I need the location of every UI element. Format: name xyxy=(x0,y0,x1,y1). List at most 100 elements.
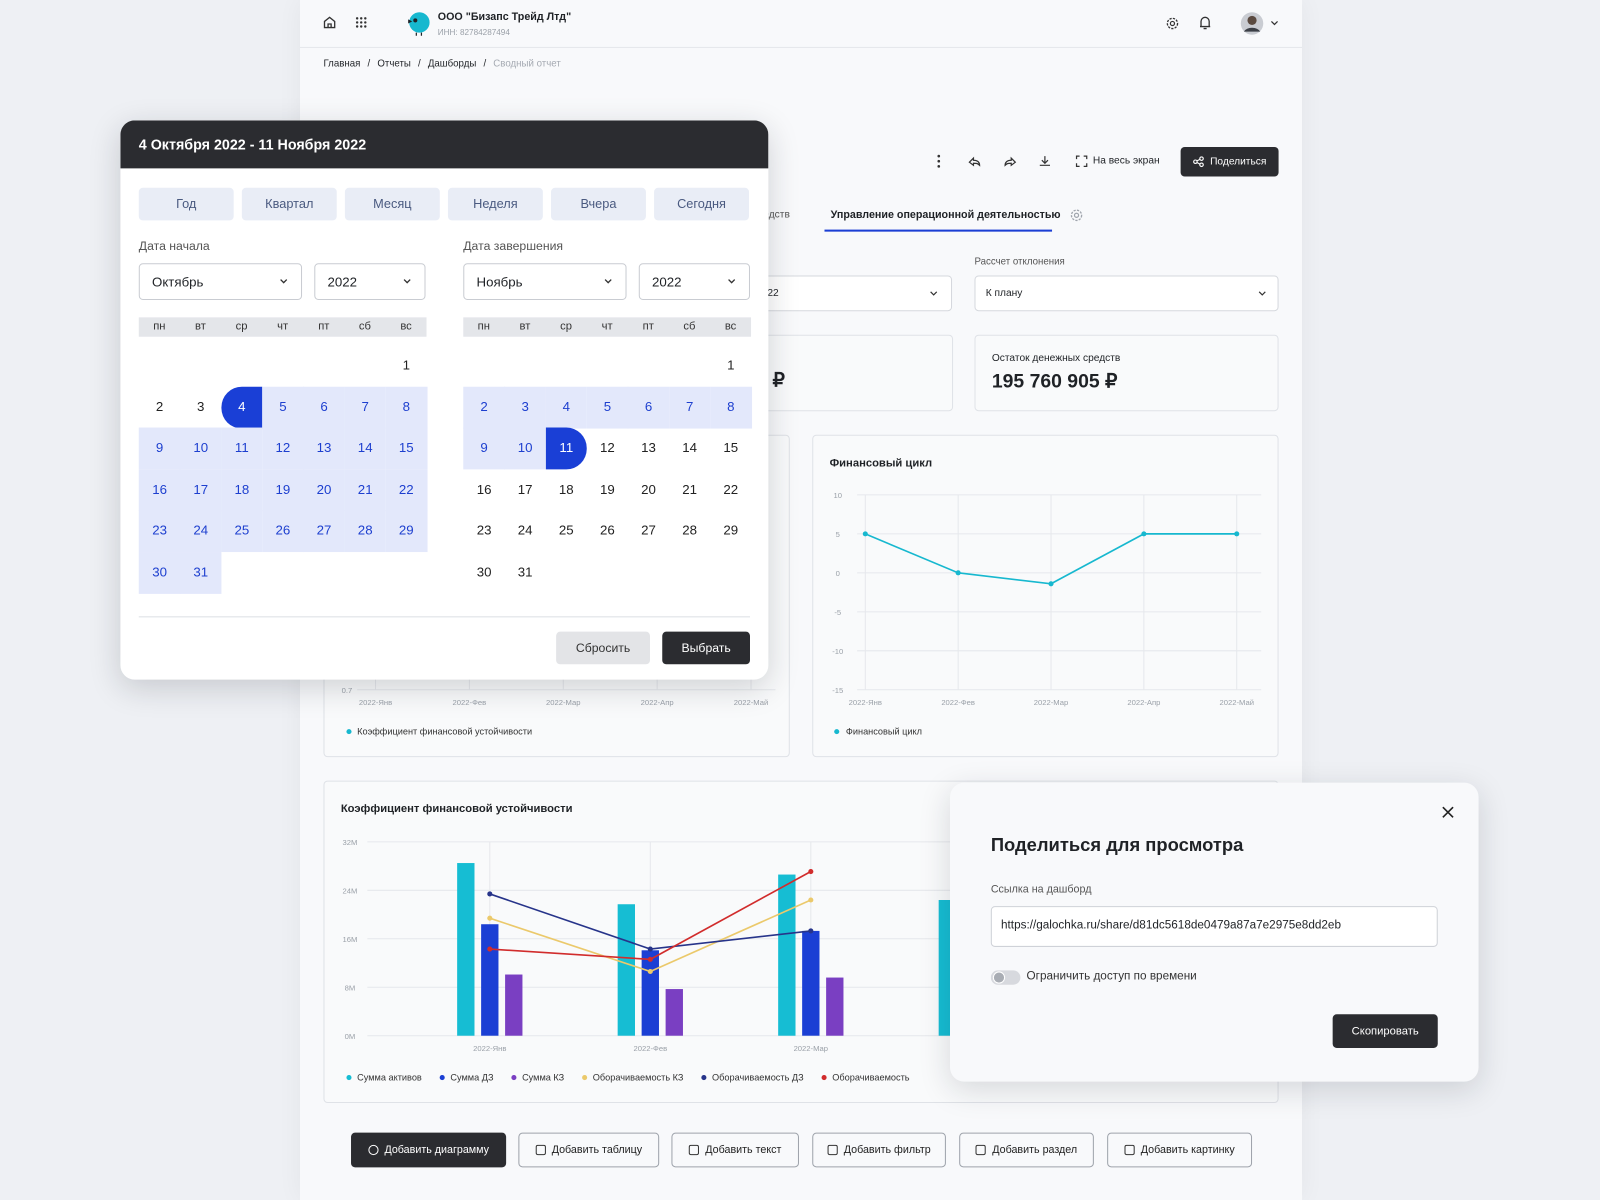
breadcrumb[interactable]: Главная xyxy=(323,58,361,70)
day-in-range[interactable]: 24 xyxy=(179,510,222,553)
day-in-range[interactable]: 6 xyxy=(303,386,345,429)
day[interactable]: 1 xyxy=(402,357,411,373)
day-in-range[interactable]: 15 xyxy=(385,427,428,470)
day-in-range[interactable]: 7 xyxy=(344,386,387,429)
day-in-range[interactable]: 9 xyxy=(463,427,505,470)
day[interactable]: 19 xyxy=(600,481,615,497)
day-in-range[interactable]: 19 xyxy=(262,468,304,511)
action-button[interactable]: Добавить диаграмму xyxy=(351,1132,507,1168)
day[interactable]: 22 xyxy=(723,481,739,497)
day[interactable]: 24 xyxy=(517,522,533,538)
home-icon[interactable] xyxy=(322,15,336,29)
tab[interactable]: едств xyxy=(763,209,790,221)
deviation-select[interactable]: К плану xyxy=(974,275,1279,312)
day[interactable]: 3 xyxy=(197,398,205,414)
day-selected[interactable]: 4 xyxy=(221,386,263,429)
year-select[interactable]: 2022 xyxy=(638,263,750,300)
day-in-range[interactable]: 17 xyxy=(179,468,222,511)
reset-button[interactable]: Сбросить xyxy=(556,631,650,665)
day[interactable]: 18 xyxy=(558,481,574,497)
action-button[interactable]: Добавить картинку xyxy=(1107,1132,1253,1168)
day[interactable]: 29 xyxy=(723,522,739,538)
day-in-range[interactable]: 28 xyxy=(344,510,387,553)
day-in-range[interactable]: 16 xyxy=(138,468,181,511)
day-in-range[interactable]: 6 xyxy=(627,386,670,429)
apply-button[interactable]: Выбрать xyxy=(662,631,750,665)
action-button[interactable]: Добавить раздел xyxy=(959,1132,1094,1168)
day[interactable]: 31 xyxy=(517,563,533,580)
action-button[interactable]: Добавить текст xyxy=(671,1132,799,1168)
day[interactable]: 15 xyxy=(723,439,739,456)
share-button[interactable]: Поделиться xyxy=(1180,146,1279,177)
day-in-range[interactable]: 5 xyxy=(586,386,629,429)
action-button[interactable]: Добавить фильтр xyxy=(812,1132,946,1168)
fullscreen-icon[interactable] xyxy=(1075,155,1088,167)
apps-icon[interactable] xyxy=(355,16,367,28)
preset-button[interactable]: Неделя xyxy=(447,187,543,221)
day[interactable]: 28 xyxy=(682,522,698,538)
day-in-range[interactable]: 27 xyxy=(303,510,345,553)
tab-settings-icon[interactable] xyxy=(1069,208,1083,222)
day[interactable]: 12 xyxy=(600,439,615,456)
breadcrumb[interactable]: Сводный отчет xyxy=(493,58,561,70)
day-in-range[interactable]: 11 xyxy=(221,427,263,470)
action-button[interactable]: Добавить таблицу xyxy=(518,1132,660,1168)
link-input[interactable] xyxy=(990,906,1438,947)
day[interactable]: 2 xyxy=(155,398,164,414)
tab-active[interactable]: Управление операционной деятельностью xyxy=(830,208,1061,222)
day-in-range[interactable]: 4 xyxy=(545,386,588,429)
day-in-range[interactable]: 26 xyxy=(262,510,304,553)
month-select[interactable]: Октябрь xyxy=(138,263,303,300)
day-in-range[interactable]: 31 xyxy=(179,551,222,594)
settings-icon[interactable] xyxy=(1165,16,1179,30)
breadcrumb[interactable]: Отчеты xyxy=(377,58,411,70)
day-in-range[interactable]: 18 xyxy=(221,468,263,511)
toggle[interactable] xyxy=(990,969,1022,985)
day-in-range[interactable]: 22 xyxy=(385,468,428,511)
day-in-range[interactable]: 8 xyxy=(385,386,428,429)
preset-button[interactable]: Месяц xyxy=(344,187,440,221)
day-in-range[interactable]: 9 xyxy=(138,427,181,470)
day-in-range[interactable]: 2 xyxy=(463,386,505,429)
breadcrumb[interactable]: Дашборды xyxy=(427,58,477,70)
day[interactable]: 14 xyxy=(682,439,698,456)
day[interactable]: 1 xyxy=(727,357,735,373)
day-in-range[interactable]: 30 xyxy=(138,551,181,594)
day-in-range[interactable]: 7 xyxy=(668,386,711,429)
user-avatar[interactable] xyxy=(1240,11,1285,35)
day-in-range[interactable]: 14 xyxy=(344,427,387,470)
day-in-range[interactable]: 10 xyxy=(504,427,547,470)
day[interactable]: 16 xyxy=(476,481,492,497)
day[interactable]: 26 xyxy=(600,522,615,538)
preset-button[interactable]: Квартал xyxy=(241,187,337,221)
close-icon[interactable] xyxy=(1441,805,1455,819)
day-in-range[interactable]: 8 xyxy=(709,386,752,429)
copy-button[interactable]: Скопировать xyxy=(1332,1014,1438,1048)
day-in-range[interactable]: 3 xyxy=(504,386,547,429)
year-select[interactable]: 2022 xyxy=(314,263,426,300)
day[interactable]: 30 xyxy=(476,563,492,580)
day-in-range[interactable]: 25 xyxy=(221,510,263,553)
day-in-range[interactable]: 12 xyxy=(262,427,304,470)
bell-icon[interactable] xyxy=(1198,15,1212,30)
day-selected[interactable]: 11 xyxy=(545,427,588,470)
day[interactable]: 17 xyxy=(517,481,533,497)
preset-button[interactable]: Сегодня xyxy=(654,187,749,221)
preset-button[interactable]: Год xyxy=(138,187,234,221)
day[interactable]: 21 xyxy=(682,481,698,497)
toolbar-icons[interactable] xyxy=(933,153,1055,169)
fullscreen-button[interactable]: На весь экран xyxy=(1092,155,1160,167)
day[interactable]: 23 xyxy=(476,522,492,538)
day-in-range[interactable]: 20 xyxy=(303,468,345,511)
month-select[interactable]: Ноябрь xyxy=(463,263,627,300)
day-in-range[interactable]: 29 xyxy=(385,510,428,553)
day[interactable]: 13 xyxy=(641,439,656,456)
day-in-range[interactable]: 13 xyxy=(303,427,345,470)
day[interactable]: 27 xyxy=(641,522,656,538)
day-in-range[interactable]: 23 xyxy=(138,510,181,553)
day[interactable]: 25 xyxy=(558,522,574,538)
day-in-range[interactable]: 5 xyxy=(262,386,304,429)
day-in-range[interactable]: 21 xyxy=(344,468,387,511)
preset-button[interactable]: Вчера xyxy=(551,187,646,221)
day-in-range[interactable]: 10 xyxy=(179,427,222,470)
